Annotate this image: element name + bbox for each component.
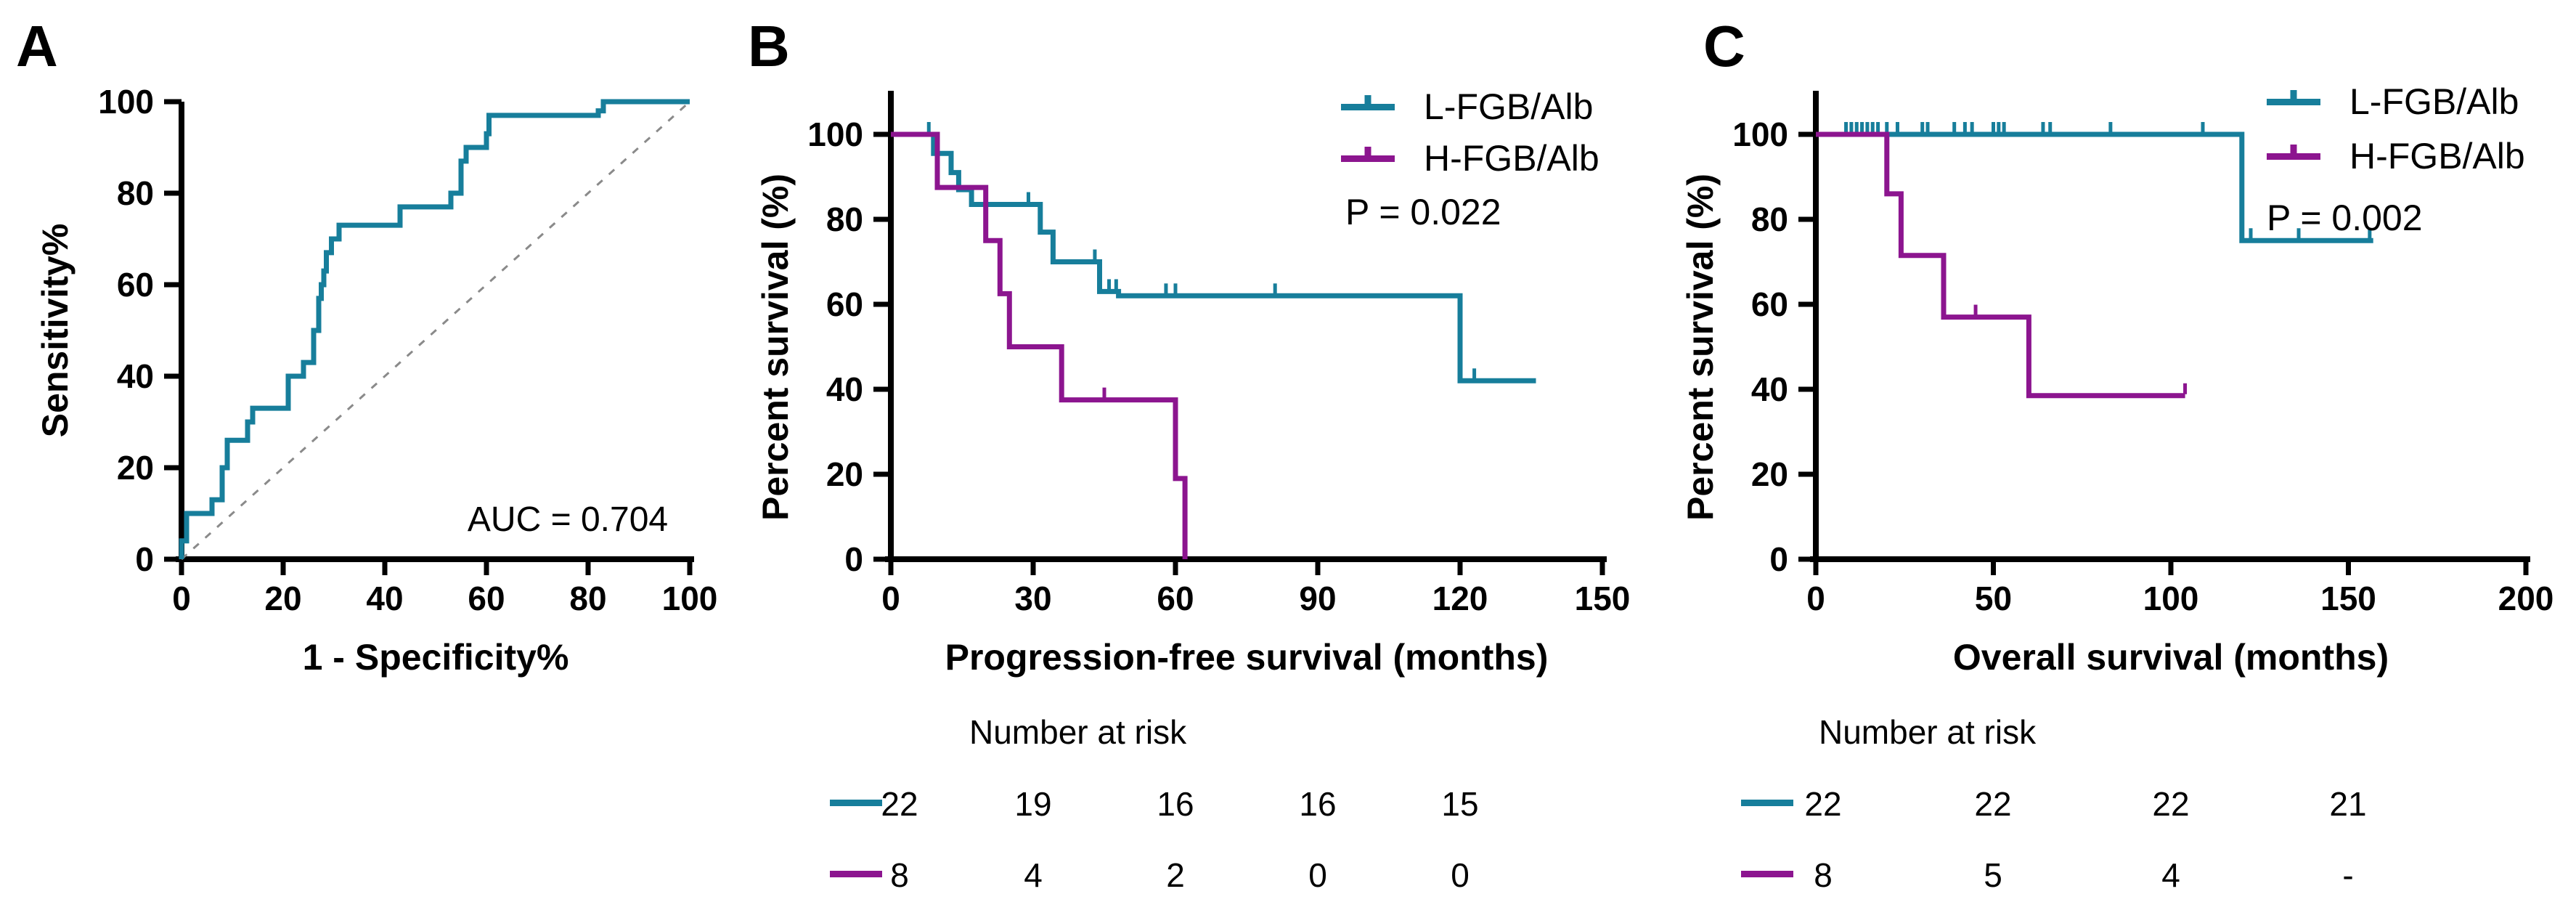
risk-cell: 22 <box>2152 785 2190 823</box>
y-tick-label: 80 <box>117 174 154 212</box>
risk-row-swatch-purple <box>1741 871 1793 877</box>
y-tick-label: 0 <box>135 540 154 578</box>
risk-table-title-b: Number at risk <box>969 713 1187 751</box>
x-tick-label: 50 <box>1975 580 2012 617</box>
x-tick-label: 0 <box>172 580 191 617</box>
chance-diagonal <box>180 100 691 561</box>
legend-swatch-purple-icon <box>1341 155 1395 162</box>
legend-swatch-teal-icon <box>1341 103 1395 110</box>
risk-cell: 5 <box>1984 856 2002 894</box>
x-tick-label: 100 <box>2143 580 2199 617</box>
legend-item-h-fgb-alb-c: H-FGB/Alb <box>2267 137 2525 175</box>
risk-cell: 0 <box>1308 856 1327 894</box>
panel-b-label: B <box>748 14 790 78</box>
panel-a-x-axis-title: 1 - Specificity% <box>302 637 569 678</box>
x-tick-label: 20 <box>264 580 301 617</box>
x-tick-label: 120 <box>1432 580 1488 617</box>
panel-c-x-axis-title: Overall survival (months) <box>1952 637 2389 678</box>
x-tick-label: 0 <box>881 580 900 617</box>
risk-cell: 4 <box>2161 856 2180 894</box>
risk-table-title-c: Number at risk <box>1819 713 2037 751</box>
legend-swatch-teal-icon <box>2267 98 2320 105</box>
y-tick-label: 0 <box>844 540 863 578</box>
y-tick-label: 40 <box>117 357 154 395</box>
y-tick-label: 80 <box>1751 200 1788 238</box>
x-tick-label: 150 <box>1575 580 1631 617</box>
x-tick-label: 100 <box>662 580 718 617</box>
legend-label: L-FGB/Alb <box>2349 81 2519 122</box>
risk-cell: 22 <box>881 785 918 823</box>
risk-cell: 19 <box>1014 785 1052 823</box>
y-tick-label: 20 <box>826 455 863 493</box>
legend-swatch-purple-icon <box>2267 153 2320 160</box>
risk-cell: 0 <box>1451 856 1470 894</box>
x-tick-label: 80 <box>569 580 606 617</box>
legend-label: L-FGB/Alb <box>1424 86 1594 127</box>
curve-roc-curve <box>179 99 690 559</box>
p-value-b: P = 0.022 <box>1345 192 1501 232</box>
risk-cell: 4 <box>1024 856 1043 894</box>
x-tick-label: 60 <box>1157 580 1194 617</box>
x-tick-label: 60 <box>468 580 505 617</box>
curve-h-fgb-alb <box>891 131 1188 559</box>
legend-label: H-FGB/Alb <box>1424 138 1599 179</box>
curve-l-fgb-alb <box>891 131 1536 383</box>
legend-label: H-FGB/Alb <box>2349 136 2525 176</box>
curve-h-fgb-alb <box>1816 131 2185 399</box>
panel-c-label: C <box>1703 14 1745 78</box>
risk-row-swatch-purple <box>830 871 882 877</box>
legend-item-l-fgb-alb-c: L-FGB/Alb <box>2267 83 2519 121</box>
x-tick-label: 90 <box>1299 580 1336 617</box>
risk-row-swatch-teal <box>830 800 882 806</box>
risk-cell: 16 <box>1157 785 1194 823</box>
y-tick-label: 60 <box>117 266 154 304</box>
y-tick-label: 40 <box>1751 370 1788 408</box>
panel-b-x-axis-title: Progression-free survival (months) <box>945 637 1549 678</box>
y-tick-label: 40 <box>826 370 863 408</box>
legend-item-l-fgb-alb-b: L-FGB/Alb <box>1341 88 1593 126</box>
y-tick-label: 60 <box>826 285 863 323</box>
panel-c-y-axis-title: Percent survival (%) <box>1680 174 1721 521</box>
risk-row-swatch-teal <box>1741 800 1793 806</box>
y-tick-label: 0 <box>1769 540 1788 578</box>
p-value-c: P = 0.002 <box>2267 198 2423 238</box>
curve-l-fgb-alb <box>1816 131 2373 243</box>
risk-cell: 16 <box>1299 785 1337 823</box>
risk-cell: 8 <box>890 856 909 894</box>
y-tick-label: 20 <box>117 449 154 487</box>
y-tick-label: 100 <box>98 83 154 121</box>
risk-cell: 22 <box>1804 785 1842 823</box>
y-tick-label: 100 <box>807 115 863 153</box>
auc-annotation: AUC = 0.704 <box>467 500 669 539</box>
x-tick-label: 40 <box>366 580 403 617</box>
x-tick-label: 150 <box>2320 580 2376 617</box>
y-tick-label: 60 <box>1751 285 1788 323</box>
risk-cell: 2 <box>1166 856 1185 894</box>
x-tick-label: 30 <box>1014 580 1051 617</box>
risk-cell: 22 <box>1974 785 2012 823</box>
y-tick-label: 80 <box>826 200 863 238</box>
risk-cell: 15 <box>1441 785 1479 823</box>
risk-cell: 8 <box>1814 856 1833 894</box>
y-tick-label: 100 <box>1732 115 1788 153</box>
y-tick-label: 20 <box>1751 455 1788 493</box>
panel-a-label: A <box>16 14 58 78</box>
x-tick-label: 200 <box>2498 580 2554 617</box>
risk-cell: 21 <box>2329 785 2367 823</box>
legend-item-h-fgb-alb-b: H-FGB/Alb <box>1341 139 1599 177</box>
x-tick-label: 0 <box>1806 580 1825 617</box>
risk-cell: - <box>2342 856 2354 894</box>
